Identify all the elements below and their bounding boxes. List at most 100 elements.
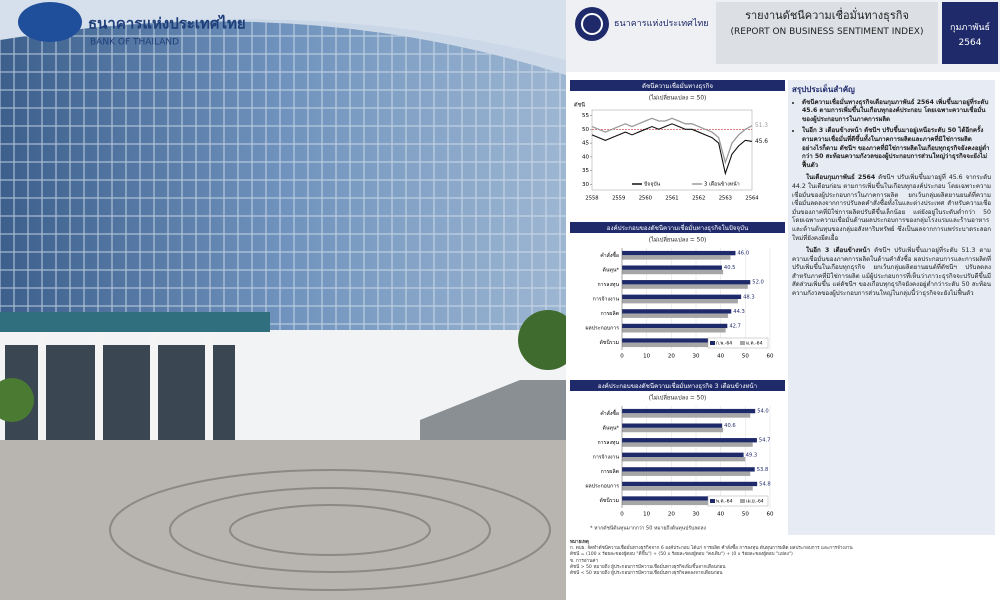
note-line: ข. การอ่านค่า (570, 558, 599, 564)
facade-grid (0, 21, 566, 341)
y-tick-label: 35 (582, 168, 589, 174)
legend-label: เม.ย.-64 (746, 499, 764, 505)
category-label: การลงทุน (597, 440, 619, 446)
bar (622, 338, 735, 343)
columns (38, 332, 213, 442)
x-tick-label: 0 (620, 354, 624, 360)
month: กุมภาพันธ์ (950, 23, 990, 33)
legend-swatch (740, 341, 745, 345)
tree (518, 310, 566, 370)
category-label: ดัชนีรวม (599, 497, 619, 504)
chart-title: องค์ประกอบของดัชนีความเชื่อมั่นทางธุรกิจ… (607, 224, 749, 232)
bar (622, 442, 753, 447)
value-label: 42.7 (729, 323, 741, 329)
paragraph: ในอีก 3 เดือนข้างหน้า ดัชนีฯ ปรับเพิ่มขึ… (792, 247, 991, 299)
legend-box (707, 495, 769, 507)
sign-thai: ธนาคารแห่งประเทศไทย (88, 14, 246, 33)
sign-english: BANK OF THAILAND (90, 38, 179, 48)
title-box: รายงานดัชนีความเชื่อมั่นทางธุรกิจ (REPOR… (716, 2, 938, 64)
bullet: ในอีก 3 เดือนข้างหน้า ดัชนีฯ ปรับขึ้นมาอ… (802, 127, 991, 170)
value-label: 40.5 (724, 265, 736, 271)
x-tick-label: 20 (668, 512, 675, 518)
paragraph-body: ดัชนีฯ ปรับเพิ่มขึ้นมาอยู่ที่ 45.6 จากระ… (792, 174, 992, 242)
category-label: การจ้างงาน (593, 296, 620, 303)
bar (622, 280, 751, 285)
bar (622, 413, 751, 418)
x-tick-label: 2560 (639, 196, 652, 202)
chart-title-bar (570, 222, 785, 233)
bar (622, 467, 755, 472)
category-label: ต้นทุน* (603, 424, 620, 431)
stairs (420, 380, 566, 440)
y-tick-label: 40 (582, 154, 589, 160)
x-tick-label: 0 (620, 512, 624, 518)
legend-swatch (710, 341, 715, 345)
category-label: ผลประกอบการ (586, 326, 620, 332)
plaza (0, 440, 566, 600)
note-line: ดัชนี > 50 หมายถึง ผู้ประกอบการมีความเชื… (570, 564, 726, 570)
category-label: ผลประกอบการ (586, 484, 620, 490)
sign-logo (18, 2, 82, 42)
paragraph-lead: ในอีก 3 เดือนข้างหน้า (806, 247, 871, 255)
roof-edge (0, 0, 566, 60)
x-tick-label: 50 (742, 512, 749, 518)
note-line: ดัชนี < 50 หมายถึง ผู้ประกอบการมีความเชื… (570, 571, 723, 577)
legend-label: ม.ค.-64 (746, 341, 763, 347)
chart-footnote: * หากดัชนีต้นทุนมากกว่า 50 หมายถึงต้นทุน… (590, 525, 707, 532)
x-tick-label: 30 (693, 354, 700, 360)
bar (622, 250, 736, 256)
y-tick-label: 30 (582, 182, 589, 188)
bar (622, 265, 722, 270)
chart-subtitle: (ไม่เปลี่ยนแปลง = 50) (649, 94, 707, 102)
legend-swatch (710, 499, 715, 503)
header: ธนาคารแห่งประเทศไทย รายงานดัชนีความเชื่อ… (566, 0, 1000, 72)
plot-frame (591, 109, 753, 191)
paragraphs: ในเดือนกุมภาพันธ์ 2564 ดัชนีฯ ปรับเพิ่มข… (792, 174, 991, 298)
bar (622, 294, 742, 299)
report-subtitle: (REPORT ON BUSINESS SENTIMENT INDEX) (730, 27, 924, 37)
x-tick-label: 10 (643, 354, 650, 360)
bullet: ดัชนีความเชื่อมั่นทางธุรกิจเดือนกุมภาพัน… (802, 99, 991, 125)
note-line: ก. ดบธ. จัดทำดัชนีความเชื่อมั่นทางธุรกิจ… (570, 546, 853, 552)
x-tick-label: 2563 (719, 196, 732, 202)
bar (622, 452, 744, 457)
bar (622, 328, 726, 333)
bar (622, 471, 751, 476)
x-tick-label: 2559 (612, 196, 625, 202)
bank-name: ธนาคารแห่งประเทศไทย (614, 19, 709, 29)
plaza-rings (109, 469, 551, 591)
chart-title-bar (570, 380, 785, 391)
year: 2564 (958, 38, 982, 48)
summary-heading: สรุปประเด็นสำคัญ (792, 85, 855, 94)
bar (622, 496, 749, 501)
chart-subtitle: (ไม่เปลี่ยนแปลง = 50) (649, 394, 707, 402)
bar (622, 427, 724, 433)
bar (622, 309, 732, 314)
value-label: 54.8 (759, 481, 771, 487)
note-line: ดัชนี = (100 x ร้อยละของผู้ตอบ "ดีขึ้น")… (570, 552, 793, 558)
category-label: การลงทุน (597, 282, 619, 288)
x-tick-label: 60 (767, 512, 774, 518)
series-line (591, 117, 753, 165)
bar (622, 500, 746, 506)
end-value-label: 51.3 (755, 123, 768, 129)
category-label: การผลิต (601, 468, 619, 475)
x-tick-label: 30 (693, 512, 700, 518)
legend-label: ก.พ.-64 (716, 341, 732, 347)
value-label: 40.6 (724, 423, 736, 429)
chart-title: องค์ประกอบของดัชนีความเชื่อมั่นทางธุรกิจ… (598, 382, 757, 390)
bar (622, 408, 756, 414)
bar (622, 486, 753, 491)
x-tick-label: 40 (717, 354, 724, 360)
series-line (591, 123, 753, 176)
bar (622, 323, 728, 329)
value-label: 44.3 (733, 309, 745, 315)
notes: หมายเหตุ ก. ดบธ. จัดทำดัชนีความเชื่อมั่น… (570, 540, 995, 577)
bar (622, 284, 748, 289)
value-label: 48.3 (743, 294, 755, 300)
bar (622, 299, 738, 304)
y-tick-label: 55 (582, 113, 589, 119)
bar (622, 481, 758, 487)
bullet-list: ดัชนีความเชื่อมั่นทางธุรกิจเดือนกุมภาพัน… (792, 99, 991, 171)
